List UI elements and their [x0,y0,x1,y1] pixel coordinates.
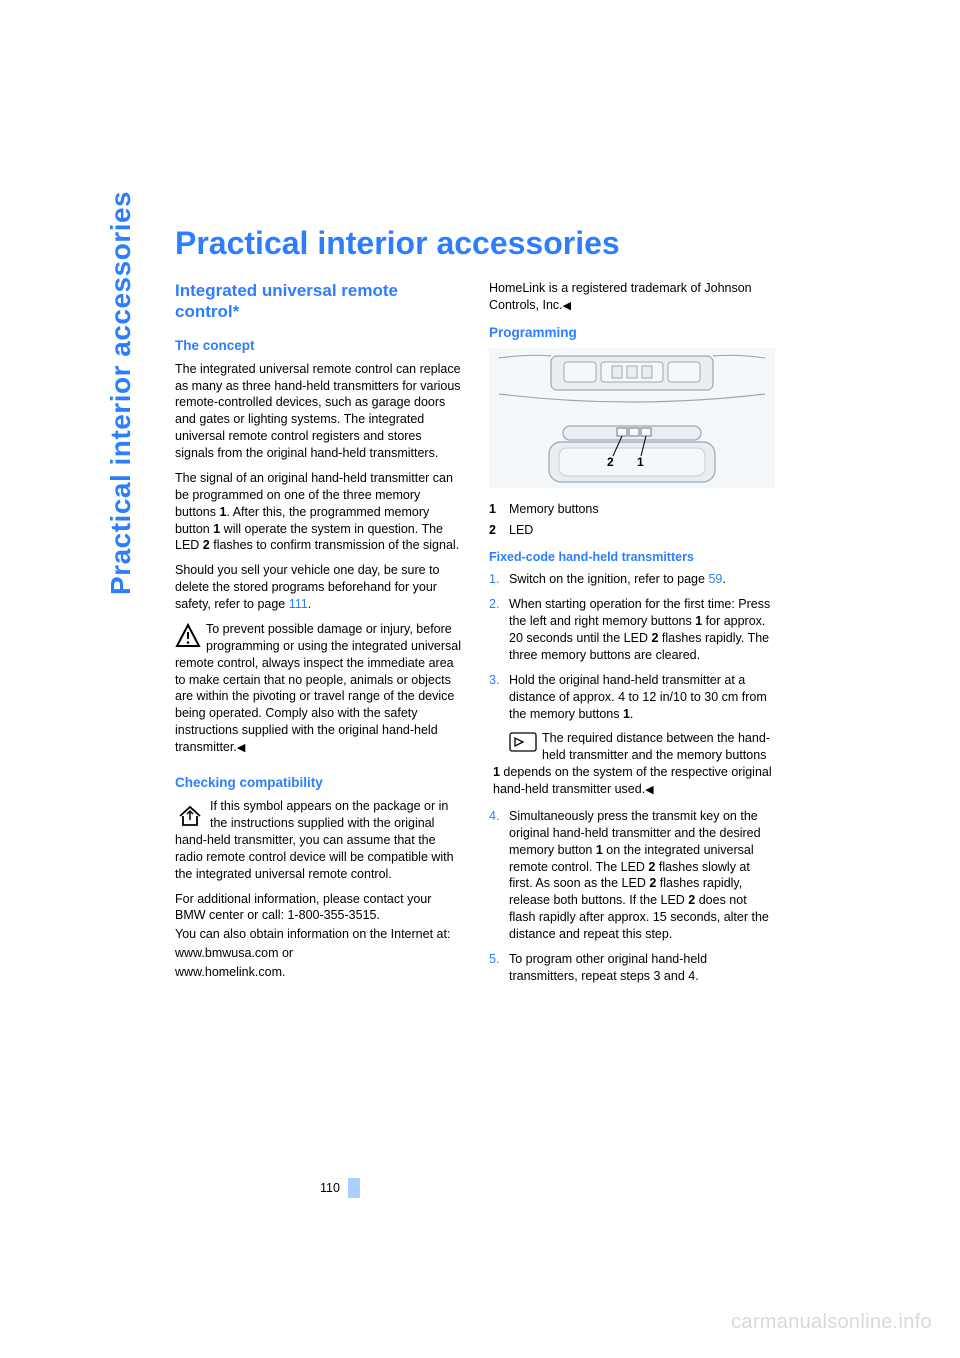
list-text: When starting operation for the first ti… [509,596,775,664]
list-item: 4. Simultaneously press the transmit key… [489,808,775,943]
list-item: 3. Hold the original hand-held transmitt… [489,672,775,723]
overhead-console-figure: 2 1 [489,348,775,488]
left-column: Integrated universal remote control* The… [175,280,461,993]
list-text: Switch on the ignition, refer to page 59… [509,571,775,588]
body-text: You can also obtain information on the I… [175,926,461,943]
end-marker-icon: ◀ [563,300,571,312]
watermark: carmanualsonline.info [731,1311,932,1334]
legend-num: 2 [489,522,509,539]
list-number: 4. [489,808,509,943]
hint-icon [509,732,537,754]
legend-text: Memory buttons [509,501,599,518]
figure-label-1: 1 [637,455,644,469]
body-text: Should you sell your vehicle one day, be… [175,562,461,613]
heading-programming: Programming [489,324,775,342]
body-text: The signal of an original hand-held tran… [175,470,461,554]
list-number: 3. [489,672,509,723]
page-number-block: 110 [320,1178,360,1198]
body-text: For additional information, please conta… [175,891,461,925]
heading-concept: The concept [175,337,461,355]
page-title: Practical interior accessories [175,225,620,262]
end-marker-icon: ◀ [237,742,245,754]
page-number: 110 [320,1181,340,1195]
body-text: HomeLink is a registered trademark of Jo… [489,280,775,314]
hint-block: The required distance between the hand-h… [493,730,775,798]
list-number: 5. [489,951,509,985]
figure-label-2: 2 [607,455,614,469]
list-item: 5. To program other original hand-held t… [489,951,775,985]
heading-compatibility: Checking compatibility [175,774,461,792]
house-arrow-icon [175,800,205,830]
list-number: 2. [489,596,509,664]
legend-text: LED [509,522,533,539]
warning-block: To prevent possible damage or injury, be… [175,621,461,756]
list-number: 1. [489,571,509,588]
right-column: HomeLink is a registered trademark of Jo… [489,280,775,993]
warning-icon [175,623,201,649]
heading-fixed-code: Fixed-code hand-held transmitters [489,549,775,566]
page-marker [348,1178,360,1198]
compat-block: If this symbol appears on the package or… [175,798,461,882]
page-ref-link[interactable]: 59 [708,572,722,586]
legend-item: 2 LED [489,522,775,539]
page-ref-link[interactable]: 111 [289,597,308,611]
heading-integrated-remote: Integrated universal remote control* [175,280,461,323]
list-text: Simultaneously press the transmit key on… [509,808,775,943]
body-text: www.bmwusa.com or [175,945,461,962]
content-area: Integrated universal remote control* The… [175,280,775,993]
legend-item: 1 Memory buttons [489,501,775,518]
body-text: The integrated universal remote control … [175,361,461,462]
list-item: 1. Switch on the ignition, refer to page… [489,571,775,588]
legend-num: 1 [489,501,509,518]
end-marker-icon: ◀ [645,784,653,796]
list-item: 2. When starting operation for the first… [489,596,775,664]
body-text: www.homelink.com. [175,964,461,981]
list-text: Hold the original hand-held transmitter … [509,672,775,723]
list-text: To program other original hand-held tran… [509,951,775,985]
section-tab: Practical interior accessories [105,191,137,595]
